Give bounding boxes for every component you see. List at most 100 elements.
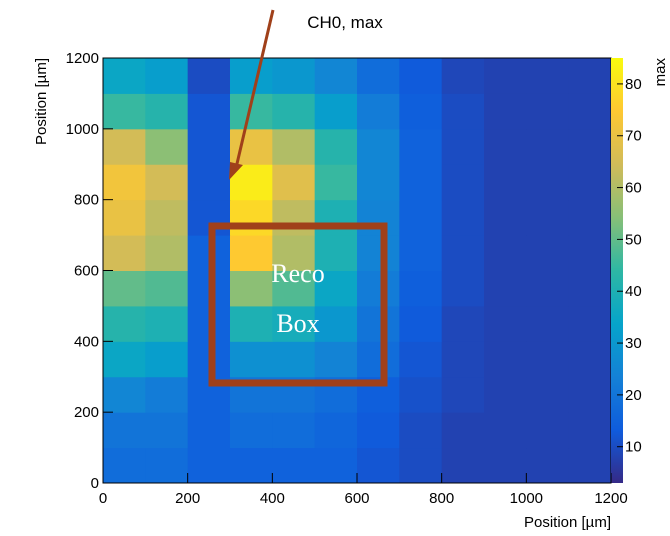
heat-cell	[187, 447, 231, 484]
heat-cell	[357, 199, 400, 236]
heat-cell	[441, 235, 485, 271]
heat-cell	[441, 376, 485, 413]
heat-cell	[526, 235, 570, 271]
heat-cell	[399, 235, 443, 271]
heat-cell	[230, 305, 273, 342]
heat-cell	[187, 93, 231, 130]
heat-cell	[230, 128, 273, 165]
heat-cell	[568, 235, 612, 271]
heat-cell	[357, 93, 400, 130]
heat-cell	[230, 270, 273, 307]
heat-cell	[145, 376, 189, 413]
heat-cell	[272, 305, 316, 342]
heat-cell	[441, 199, 485, 236]
heat-cell	[272, 235, 316, 271]
y-tick-label: 1000	[66, 121, 99, 138]
heat-cell	[314, 270, 358, 307]
heat-cell	[145, 270, 189, 307]
y-tick-label: 800	[74, 192, 99, 209]
heat-cell	[568, 199, 612, 236]
heat-cell	[568, 128, 612, 165]
heat-cell	[357, 447, 400, 484]
z-tick-label: 70	[625, 128, 642, 145]
heat-cell	[484, 164, 527, 201]
heat-cell	[484, 412, 527, 449]
arrow	[234, 9, 275, 169]
heat-cell	[526, 412, 570, 449]
heat-cell	[103, 341, 146, 378]
heat-cell	[484, 128, 527, 165]
heat-cell	[357, 305, 400, 342]
arrow-head	[229, 162, 243, 180]
heat-cell	[103, 235, 146, 271]
heat-cell	[484, 235, 527, 271]
heat-cell	[526, 270, 570, 307]
heat-cell	[399, 270, 443, 307]
heat-cell	[272, 164, 316, 201]
heat-cell	[103, 270, 146, 307]
heat-cell	[145, 341, 189, 378]
x-tick-label: 200	[175, 490, 200, 507]
x-tick-label: 800	[429, 490, 454, 507]
heat-cell	[441, 93, 485, 130]
heat-cell	[441, 164, 485, 201]
heat-cell	[145, 128, 189, 165]
heat-cell	[441, 305, 485, 342]
heat-cell	[526, 376, 570, 413]
x-tick-label: 400	[260, 490, 285, 507]
heat-cell	[441, 447, 485, 484]
heat-cell	[568, 341, 612, 378]
z-tick-label: 50	[625, 231, 642, 248]
heat-cell	[145, 305, 189, 342]
heat-cell	[484, 93, 527, 130]
colorbar-label: max	[652, 58, 669, 87]
heat-cell	[272, 412, 316, 449]
heat-cell	[399, 93, 443, 130]
colorbar	[611, 58, 623, 483]
x-tick-label: 600	[344, 490, 369, 507]
heat-cell	[568, 376, 612, 413]
heat-cell	[484, 376, 527, 413]
heat-cell	[526, 164, 570, 201]
x-tick-label: 1200	[594, 490, 627, 507]
z-tick-label: 10	[625, 439, 642, 456]
heat-cell	[441, 58, 485, 94]
heat-cell	[357, 128, 400, 165]
heat-cell	[272, 341, 316, 378]
heat-cell	[145, 235, 189, 271]
heat-cell	[399, 341, 443, 378]
heat-cell	[441, 128, 485, 165]
chart-title: CH0, max	[307, 13, 383, 32]
heat-cell	[314, 58, 358, 94]
y-tick-label: 200	[74, 404, 99, 421]
heat-cell	[399, 447, 443, 484]
x-axis-label: Position [µm]	[524, 514, 611, 531]
heat-cell	[230, 58, 273, 94]
heat-cell	[103, 199, 146, 236]
heat-cell	[314, 412, 358, 449]
heat-cell	[314, 164, 358, 201]
y-tick-label: 400	[74, 333, 99, 350]
heat-cell	[441, 341, 485, 378]
heat-cell	[272, 93, 316, 130]
heat-cell	[568, 58, 612, 94]
z-tick-label: 20	[625, 387, 642, 404]
heat-cell	[568, 305, 612, 342]
heat-cell	[145, 199, 189, 236]
z-tick-label: 30	[625, 335, 642, 352]
heat-cell	[484, 341, 527, 378]
heat-cell	[568, 164, 612, 201]
heat-cell	[526, 447, 570, 484]
heat-cell	[272, 128, 316, 165]
heat-cell	[357, 341, 400, 378]
heat-cell	[526, 305, 570, 342]
heat-cell	[187, 164, 231, 201]
x-tick-label: 1000	[510, 490, 543, 507]
heat-cell	[357, 164, 400, 201]
heat-cell	[314, 93, 358, 130]
z-tick-label: 40	[625, 283, 642, 300]
y-tick-label: 0	[91, 475, 99, 492]
heat-cell	[103, 164, 146, 201]
heat-cell	[187, 412, 231, 449]
